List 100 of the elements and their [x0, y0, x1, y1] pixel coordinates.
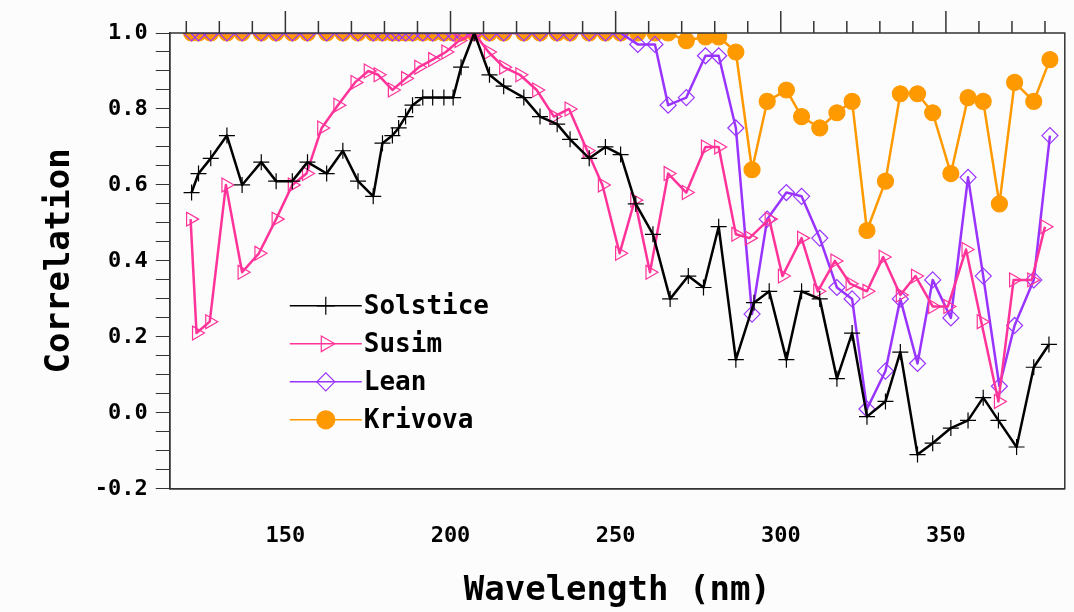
point [989, 411, 1008, 430]
point [318, 164, 336, 183]
point [758, 210, 776, 228]
point [908, 446, 927, 464]
y-tick-label: 0.4 [108, 246, 148, 272]
point [373, 67, 387, 83]
point [400, 71, 415, 87]
point [645, 264, 659, 280]
point [333, 97, 347, 113]
point [414, 59, 428, 75]
point [495, 77, 513, 95]
x-axis-title: Wavelength (nm) [463, 568, 771, 609]
point [744, 230, 758, 246]
point [942, 309, 960, 327]
legend-label: Krivova [363, 403, 474, 434]
point [959, 168, 977, 186]
point [942, 164, 960, 183]
point [661, 290, 679, 308]
point [993, 393, 1008, 409]
x-tick-label: 350 [926, 521, 966, 547]
point [843, 324, 861, 342]
point [828, 278, 846, 297]
point [974, 92, 992, 110]
point [828, 104, 846, 122]
point [811, 290, 829, 308]
point [928, 298, 942, 315]
point [845, 276, 859, 292]
y-axis-title: Correlation [37, 148, 78, 374]
point [828, 370, 846, 388]
point [515, 67, 529, 83]
point [777, 81, 795, 99]
point [237, 264, 251, 280]
point [646, 35, 664, 53]
point [582, 143, 596, 159]
point [383, 126, 401, 145]
point [532, 82, 546, 98]
point [891, 85, 909, 103]
point [811, 119, 829, 137]
point [959, 411, 977, 430]
point [792, 282, 811, 300]
point [908, 354, 927, 373]
point [644, 225, 662, 243]
point [615, 245, 629, 261]
point [876, 362, 895, 380]
point [792, 107, 811, 126]
point [727, 119, 745, 137]
point [974, 389, 992, 407]
point [233, 176, 251, 194]
point [696, 47, 715, 65]
point [597, 177, 612, 193]
point [254, 245, 268, 261]
point [205, 314, 219, 330]
x-tick-label: 150 [265, 521, 306, 547]
point [924, 434, 942, 452]
point [681, 185, 695, 201]
point [727, 43, 745, 61]
point [363, 63, 377, 79]
y-tick-label: 0.2 [108, 322, 148, 348]
point [843, 290, 861, 308]
x-tick-label: 300 [760, 521, 801, 547]
point [959, 88, 977, 107]
point [1025, 92, 1043, 110]
point [743, 305, 761, 323]
y-tick-label: 0.6 [108, 170, 148, 196]
point [298, 153, 317, 171]
point [942, 419, 960, 437]
point [185, 211, 200, 227]
point [858, 221, 876, 240]
point [943, 298, 957, 315]
point [611, 145, 630, 164]
point [390, 119, 408, 137]
legend-label: Lean [363, 365, 427, 396]
point [777, 183, 795, 202]
point [891, 343, 909, 361]
y-tick-label: 0.0 [108, 398, 148, 424]
point [454, 33, 468, 49]
point [813, 283, 827, 299]
legend-label: Solstice [363, 289, 490, 320]
point [811, 229, 829, 247]
point [714, 139, 728, 155]
point [792, 187, 811, 205]
point [743, 161, 761, 179]
point [387, 82, 401, 98]
point [480, 66, 499, 84]
point [677, 33, 695, 50]
point [182, 183, 201, 202]
point [760, 282, 778, 300]
point [974, 267, 992, 285]
point [891, 290, 909, 308]
point [441, 44, 455, 60]
point [843, 92, 861, 110]
point [876, 172, 895, 190]
point [976, 314, 990, 330]
point [895, 287, 909, 303]
point [531, 107, 549, 126]
point [677, 88, 695, 107]
point [764, 211, 778, 227]
point [189, 164, 208, 183]
point [758, 92, 776, 110]
point [908, 85, 927, 103]
